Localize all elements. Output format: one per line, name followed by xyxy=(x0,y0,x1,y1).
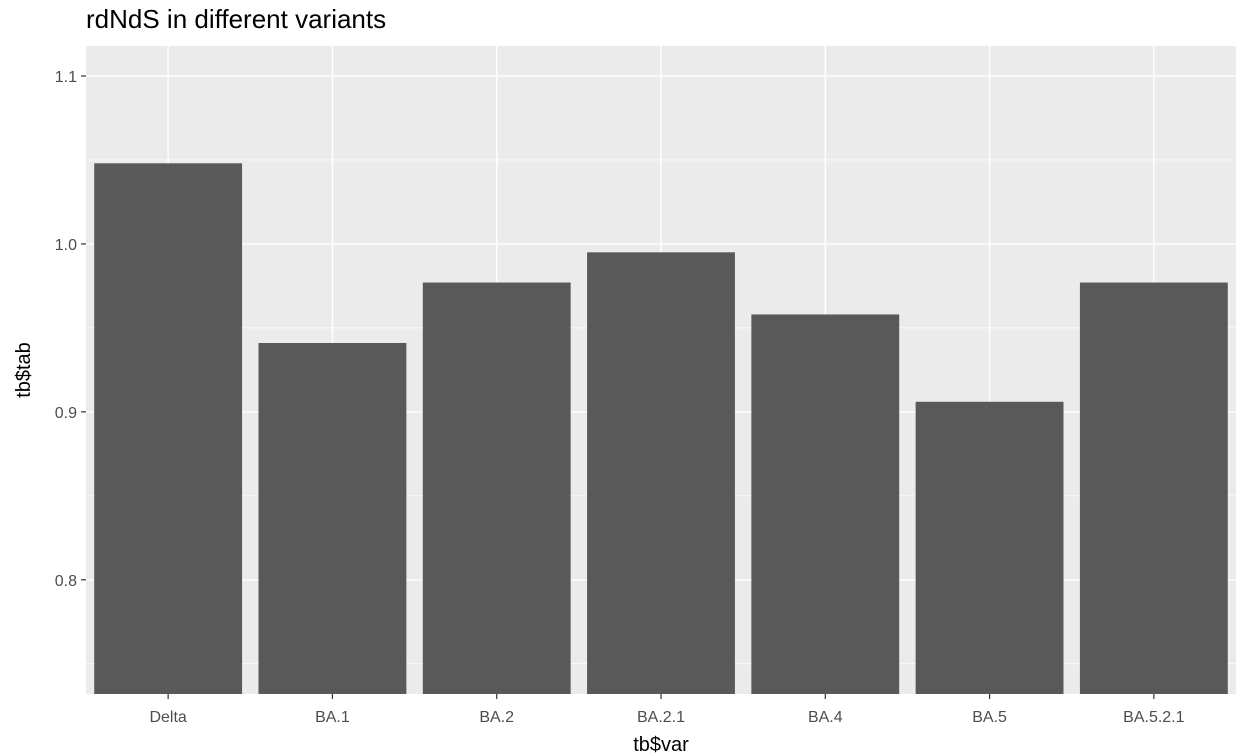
bar xyxy=(751,314,900,694)
x-tick-label: BA.1 xyxy=(315,709,350,726)
bar xyxy=(1079,282,1228,694)
bar xyxy=(587,252,735,695)
y-tick-label: 0.9 xyxy=(55,405,77,422)
y-axis-title: tb$tab xyxy=(13,342,35,398)
y-axis: 0.8 0.9 1.0 1.1 xyxy=(55,69,86,590)
x-tick-label: BA.5 xyxy=(972,709,1007,726)
x-axis: Delta BA.1 BA.2 BA.2.1 BA.4 BA.5 BA.5.2.1 xyxy=(149,694,1185,726)
x-tick-label: BA.5.2.1 xyxy=(1123,709,1184,726)
y-tick-label: 1.1 xyxy=(55,69,77,86)
bar xyxy=(94,163,243,695)
x-tick-label: BA.2.1 xyxy=(637,709,685,726)
bar xyxy=(258,343,407,694)
x-tick-label: Delta xyxy=(149,709,186,726)
x-axis-title: tb$var xyxy=(633,734,689,756)
x-tick-label: BA.2 xyxy=(479,709,514,726)
y-tick-label: 0.8 xyxy=(55,573,77,590)
bar xyxy=(422,282,571,694)
chart-title: rdNdS in different variants xyxy=(86,4,387,34)
bars xyxy=(94,163,1228,695)
bar xyxy=(915,401,1064,694)
y-tick-label: 1.0 xyxy=(55,237,77,254)
x-tick-label: BA.4 xyxy=(808,709,843,726)
